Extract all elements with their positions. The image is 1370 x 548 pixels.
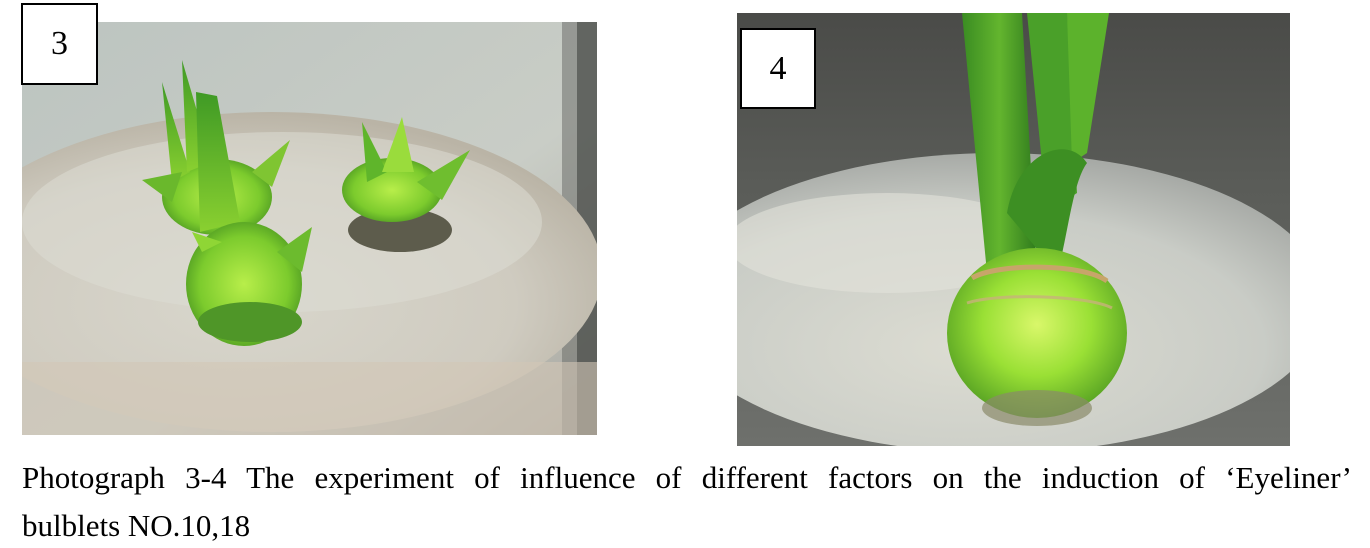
- photo-4-label: 4: [740, 28, 816, 109]
- caption-line-2: bulblets NO.10,18: [22, 508, 251, 543]
- bulblet-center: [186, 92, 312, 346]
- bulblet-leaves: [962, 13, 1109, 273]
- bulblet-right: [342, 117, 470, 252]
- photo-4-bulblet-closeup: [737, 13, 1290, 446]
- photo-4-image: [737, 13, 1290, 446]
- photo-3-image: [22, 22, 597, 435]
- photo-3-bulblets-in-jar: [22, 22, 597, 435]
- bulblet-base: [947, 248, 1127, 426]
- photo-3-label: 3: [21, 3, 98, 85]
- caption-line-1: Photograph 3-4 The experiment of influen…: [22, 460, 1352, 495]
